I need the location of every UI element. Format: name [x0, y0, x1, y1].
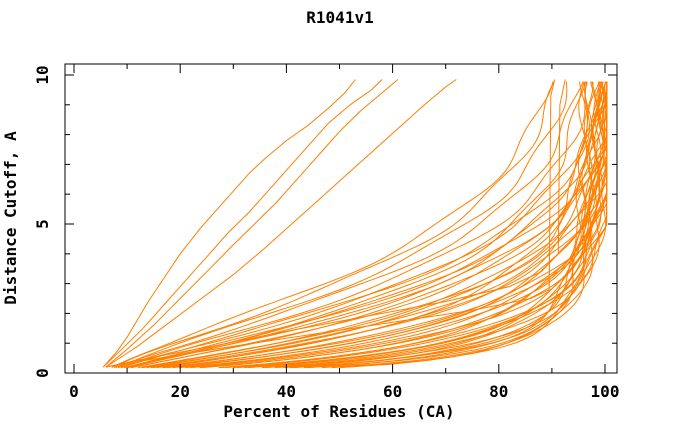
y-tick-label: 0 [33, 368, 52, 378]
x-tick-label: 20 [171, 382, 190, 401]
y-tick-label: 10 [33, 65, 52, 84]
gdt-curve [126, 81, 586, 369]
gdt-curve [125, 81, 601, 369]
gdt-curve-outlier [102, 79, 383, 368]
x-tick-label: 40 [277, 382, 296, 401]
x-tick-label: 0 [69, 382, 79, 401]
gdt-curve-outlier [105, 79, 399, 368]
gdt-curve-outlier [102, 79, 356, 368]
gdt-curve [236, 81, 608, 369]
x-tick-label: 100 [591, 382, 620, 401]
curve-series-group [102, 79, 608, 369]
gdt-curve [141, 81, 606, 369]
y-axis-title: Distance Cutoff, A [1, 131, 20, 305]
plot-frame [64, 63, 618, 374]
gdt-curve [120, 81, 608, 369]
gdt-curve-outlier [105, 79, 556, 368]
gdt-curve [293, 81, 602, 369]
gdt-curve [117, 81, 568, 369]
gdt-curve [340, 81, 589, 369]
gdt-curve [111, 81, 554, 369]
gdt-curve [131, 81, 608, 369]
gdt-curve [125, 81, 608, 369]
x-tick-label: 80 [489, 382, 508, 401]
gdt-curve [121, 81, 588, 369]
gdt-curve [307, 81, 588, 369]
axis-ticks-group [65, 64, 617, 373]
axis-tick-labels-group: 0 20 40 60 80 100 0 5 10 [33, 65, 619, 401]
gdt-curve [156, 81, 591, 369]
y-tick-label: 5 [33, 219, 52, 229]
chart-title: R1041v1 [306, 8, 373, 27]
gdt-curve [115, 81, 584, 369]
x-axis-title: Percent of Residues (CA) [223, 402, 454, 421]
gdt-curve-outlier [105, 79, 457, 368]
gdt-curve [113, 81, 555, 369]
x-tick-label: 60 [383, 382, 402, 401]
